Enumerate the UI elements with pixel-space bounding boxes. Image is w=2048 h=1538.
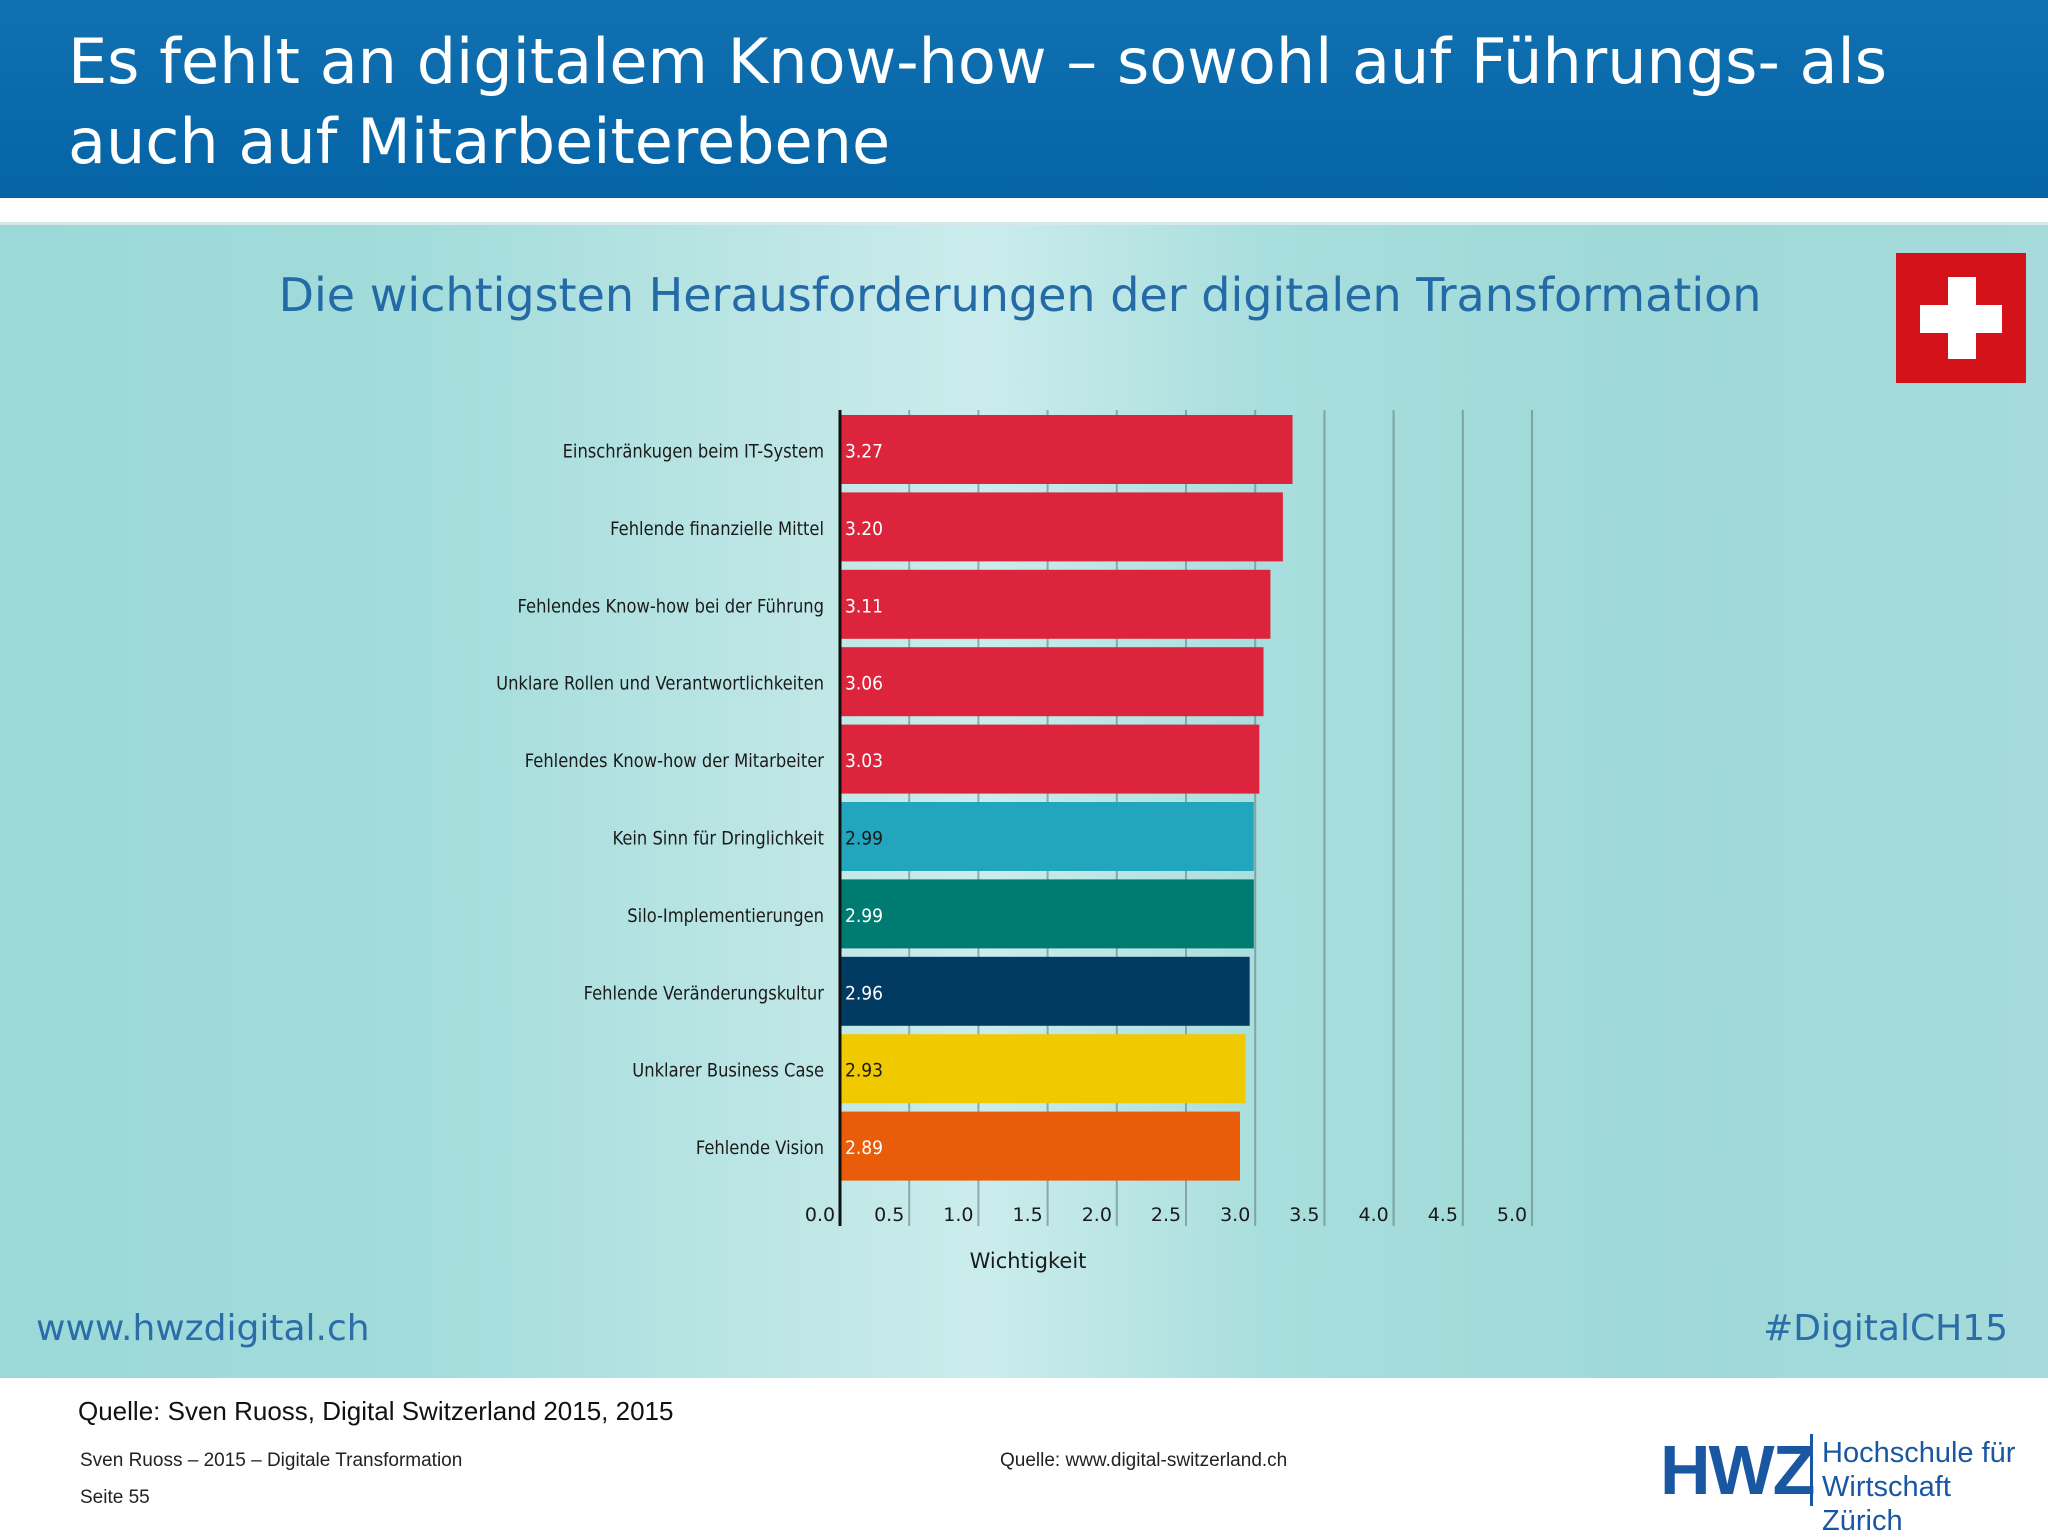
- logo-divider: [1810, 1434, 1813, 1506]
- bar-value-label: 2.93: [845, 1060, 883, 1082]
- bar: [840, 956, 1250, 1026]
- website-url: www.hwzdigital.ch: [36, 1308, 370, 1349]
- logo-hwz-text: HWZ: [1660, 1431, 1815, 1509]
- source-caption: Quelle: Sven Ruoss, Digital Switzerland …: [78, 1396, 674, 1426]
- bar: [840, 724, 1260, 794]
- logo-line-1: Hochschule für: [1822, 1437, 2016, 1469]
- bar-value-label: 3.06: [845, 673, 883, 695]
- bar: [840, 1111, 1240, 1181]
- bar-value-label: 3.11: [845, 595, 883, 617]
- x-tick-label: 3.5: [1289, 1204, 1319, 1226]
- bar: [840, 415, 1293, 484]
- bar-value-label: 3.03: [845, 750, 883, 772]
- slide-title: Es fehlt an digitalem Know-how – sowohl …: [68, 25, 1888, 178]
- category-label: Silo-Implementierungen: [627, 906, 824, 927]
- bar: [840, 879, 1254, 949]
- bar-value-label: 2.99: [845, 905, 883, 927]
- x-tick-label: 2.5: [1151, 1204, 1181, 1226]
- category-label: Fehlende Vision: [696, 1138, 824, 1159]
- swiss-flag-icon: [1896, 253, 2026, 383]
- bar: [840, 647, 1264, 717]
- x-tick-label: 1.0: [943, 1204, 973, 1226]
- x-tick-label: 2.0: [1082, 1204, 1112, 1226]
- category-label: Unklare Rollen und Verantwortlichkeiten: [496, 674, 824, 695]
- footer-source: Quelle: www.digital-switzerland.ch: [1000, 1450, 1288, 1471]
- bar-value-label: 2.99: [845, 828, 883, 850]
- bar: [840, 492, 1283, 562]
- bar-value-label: 3.27: [845, 441, 883, 463]
- logo-line-2: Wirtschaft Zürich: [1822, 1471, 1951, 1537]
- bar-value-label: 2.96: [845, 982, 883, 1004]
- chart-title: Die wichtigsten Herausforderungen der di…: [278, 268, 1762, 322]
- bar: [840, 569, 1271, 639]
- slide-header: Es fehlt an digitalem Know-how – sowohl …: [0, 0, 2048, 198]
- bar-value-label: 2.89: [845, 1137, 883, 1159]
- x-tick-label: 1.5: [1012, 1204, 1042, 1226]
- category-label: Fehlendes Know-how der Mitarbeiter: [525, 751, 825, 772]
- x-tick-label: 5.0: [1497, 1204, 1527, 1226]
- bar-value-label: 3.20: [845, 518, 883, 540]
- x-tick-label: 3.0: [1220, 1204, 1250, 1226]
- x-axis-label: Wichtigkeit: [970, 1249, 1087, 1273]
- x-tick-label: 4.0: [1358, 1204, 1388, 1226]
- category-label: Einschränkugen beim IT-System: [563, 441, 824, 462]
- category-label: Fehlendes Know-how bei der Führung: [518, 596, 824, 617]
- x-tick-label: 0.0: [805, 1204, 835, 1226]
- footer-author: Sven Ruoss – 2015 – Digitale Transformat…: [80, 1450, 463, 1471]
- category-label: Kein Sinn für Dringlichkeit: [612, 828, 824, 849]
- hwz-logo: HWZ Hochschule für Wirtschaft Zürich: [1660, 1430, 2020, 1537]
- x-tick-label: 4.5: [1428, 1204, 1458, 1226]
- category-label: Fehlende finanzielle Mittel: [610, 519, 824, 540]
- page-number: Seite 55: [80, 1487, 150, 1508]
- bar: [840, 1034, 1246, 1104]
- infographic-panel: [0, 222, 2048, 1378]
- hashtag: #DigitalCH15: [1763, 1308, 2008, 1349]
- category-label: Unklarer Business Case: [632, 1061, 824, 1082]
- x-tick-label: 0.5: [874, 1204, 904, 1226]
- panel-divider: [0, 222, 2048, 225]
- category-label: Fehlende Veränderungskultur: [584, 983, 825, 1004]
- bar: [840, 802, 1254, 871]
